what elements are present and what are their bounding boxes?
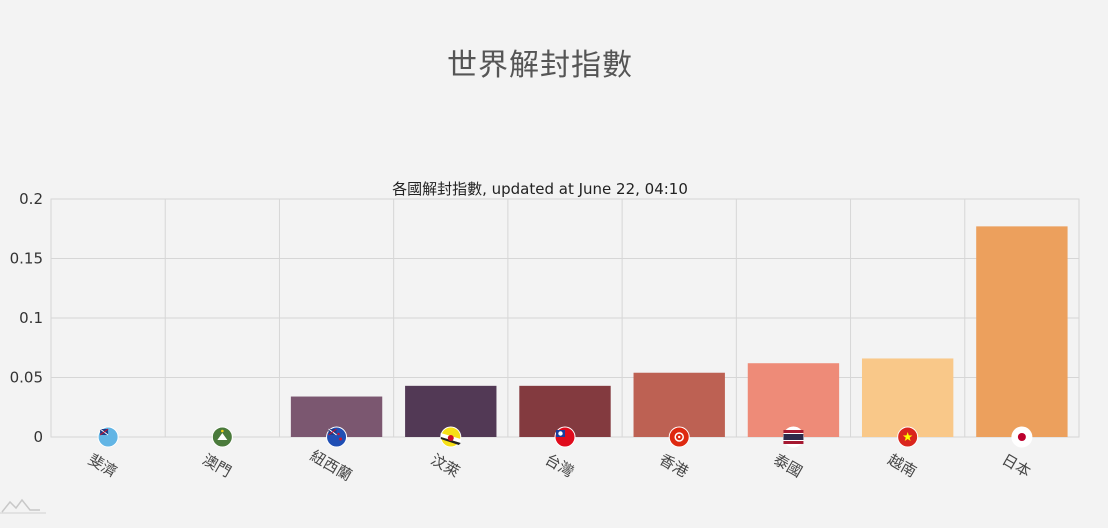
x-tick-label: 越南 [885,450,920,481]
y-tick-label: 0.1 [19,309,43,327]
thailand-flag-icon [782,426,804,448]
x-tick-label: 日本 [999,450,1034,481]
chart-title: 各國解封指數, updated at June 22, 04:10 [392,180,688,198]
x-tick-label: 泰國 [770,450,805,481]
x-tick-label: 台灣 [542,450,577,481]
page-title: 世界解封指數 [447,48,633,83]
taiwan-flag-icon [554,426,576,448]
japan-flag-icon [1011,426,1033,448]
y-axis: 0 0.05 0.1 0.15 0.2 [10,190,43,446]
hong-kong-flag-icon [668,426,690,448]
x-tick-label: 紐西蘭 [307,447,355,485]
fiji-flag-icon [97,426,119,448]
bar[interactable] [633,372,725,437]
y-tick-label: 0 [33,428,43,446]
bar[interactable] [861,358,954,437]
mountain-logo-icon [0,498,46,514]
bar[interactable] [747,363,840,437]
y-tick-label: 0.05 [10,369,43,387]
bar[interactable] [976,226,1068,437]
x-tick-label: 香港 [656,450,691,481]
macau-flag-icon [211,426,233,448]
bar-series [290,226,1068,437]
x-tick-label: 澳門 [199,450,234,481]
y-tick-label: 0.2 [19,190,43,208]
new-zealand-flag-icon [326,426,348,448]
y-tick-label: 0.15 [10,250,43,268]
x-axis: 斐濟 澳門 紐西蘭 汶萊 台灣 香港 泰國 越南 日本 [85,447,1034,485]
brunei-flag-icon [440,426,462,448]
x-tick-label: 斐濟 [85,450,120,481]
x-tick-label: 汶萊 [428,450,463,481]
flag-icons [97,426,1033,448]
vietnam-flag-icon [897,426,919,448]
